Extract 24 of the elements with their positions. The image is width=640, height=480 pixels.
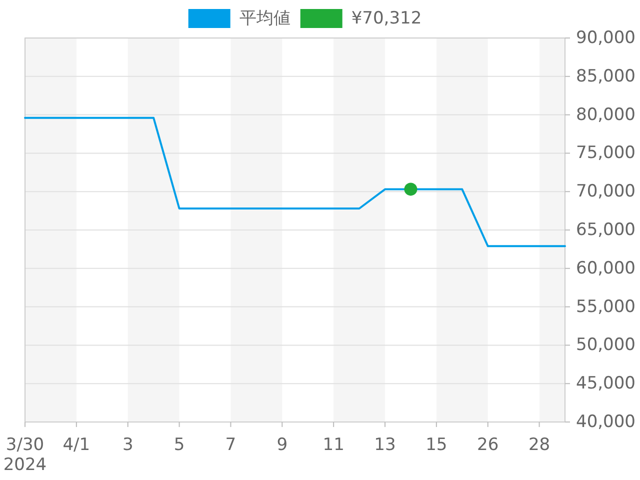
y-tick-label: 70,000	[576, 182, 636, 202]
y-tick-label: 45,000	[576, 374, 636, 394]
x-tick-label: 26	[477, 435, 499, 455]
legend-label: 平均値	[239, 8, 290, 28]
y-tick-label: 60,000	[576, 258, 636, 278]
x-tick-label: 15	[426, 435, 448, 455]
x-tick-label: 13	[374, 435, 396, 455]
x-tick-label: 3	[122, 435, 134, 455]
x-tick-label: 11	[322, 435, 344, 455]
y-tick-label: 80,000	[576, 104, 636, 125]
y-tick-label: 55,000	[576, 296, 636, 317]
x-tick-label: 5	[174, 435, 185, 455]
y-tick-label: 50,000	[576, 335, 636, 356]
x-tick-label: 28	[528, 435, 550, 455]
x-tick-label: 4/1	[62, 435, 90, 455]
legend-label: ¥70,312	[351, 8, 422, 28]
y-tick-label: 90,000	[576, 28, 636, 48]
x-tick-label: 3/30 2024	[3, 435, 47, 475]
x-tick-label: 7	[225, 435, 236, 455]
y-tick-label: 40,000	[576, 412, 636, 432]
y-tick-label: 65,000	[576, 220, 636, 240]
y-tick-label: 75,000	[576, 143, 636, 164]
y-tick-label: 85,000	[576, 66, 636, 86]
x-tick-label: 9	[276, 435, 288, 455]
